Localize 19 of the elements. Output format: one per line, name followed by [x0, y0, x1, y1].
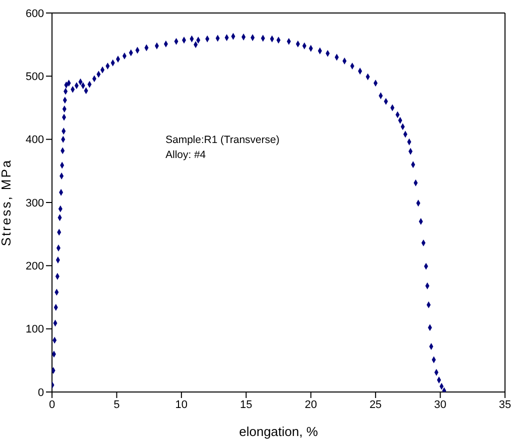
y-tick-label: 500 [26, 71, 44, 84]
y-axis-title: Stress, MPa [0, 158, 14, 246]
y-tick-label: 300 [26, 197, 44, 210]
x-tick-label: 5 [114, 398, 120, 411]
x-tick-label: 10 [175, 398, 188, 411]
x-tick-label: 0 [48, 398, 56, 411]
y-tick-label: 400 [26, 134, 44, 146]
x-tick-label: 25 [369, 398, 382, 411]
annotation: Sample:R1 (Transverse) [166, 134, 280, 146]
annotation: Alloy: #4 [166, 148, 206, 161]
x-tick-label: 35 [498, 398, 512, 411]
x-axis-title: elongation, % [239, 424, 318, 439]
x-tick-label: 20 [304, 398, 317, 411]
x-tick-label: 30 [434, 398, 446, 411]
x-tick-label: 15 [240, 398, 252, 411]
y-tick-label: 100 [26, 324, 44, 336]
y-tick-label: 0 [38, 386, 44, 399]
y-tick-label: 600 [26, 8, 44, 20]
y-tick-label: 200 [26, 260, 44, 273]
